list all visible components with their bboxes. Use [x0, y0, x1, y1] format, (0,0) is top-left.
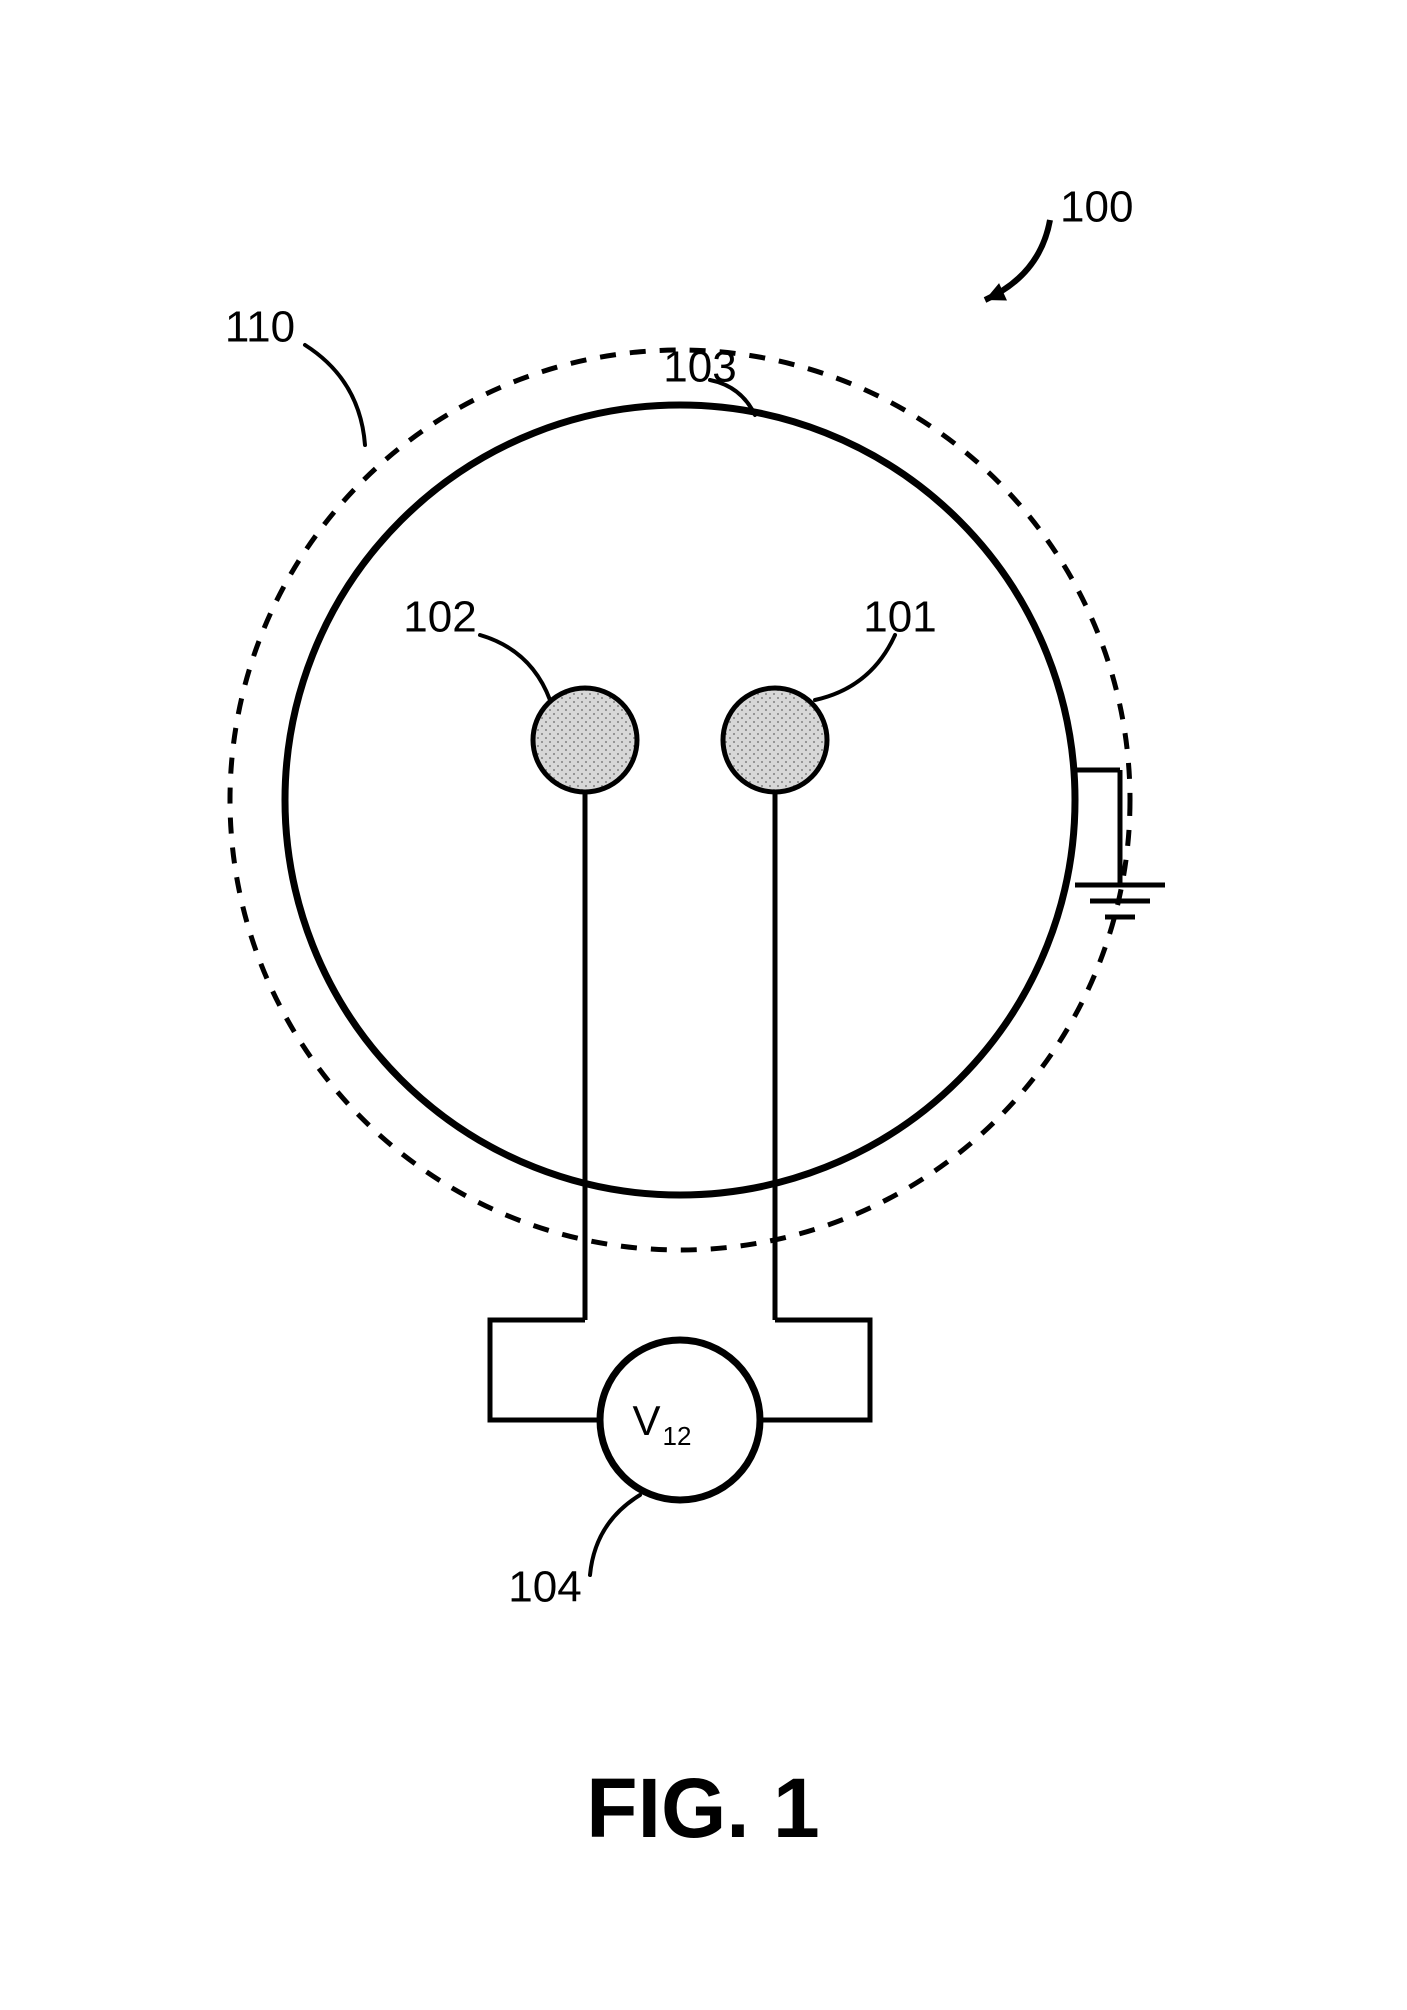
figure-caption: FIG. 1 — [586, 1761, 819, 1855]
electrode-102 — [533, 688, 637, 792]
label-103: 103 — [663, 343, 736, 392]
label-102: 102 — [403, 593, 476, 642]
label-104: 104 — [508, 1563, 581, 1612]
label-110: 110 — [225, 303, 295, 352]
label-100: 100 — [1060, 183, 1133, 232]
label-101: 101 — [863, 593, 936, 642]
electrode-101 — [723, 688, 827, 792]
